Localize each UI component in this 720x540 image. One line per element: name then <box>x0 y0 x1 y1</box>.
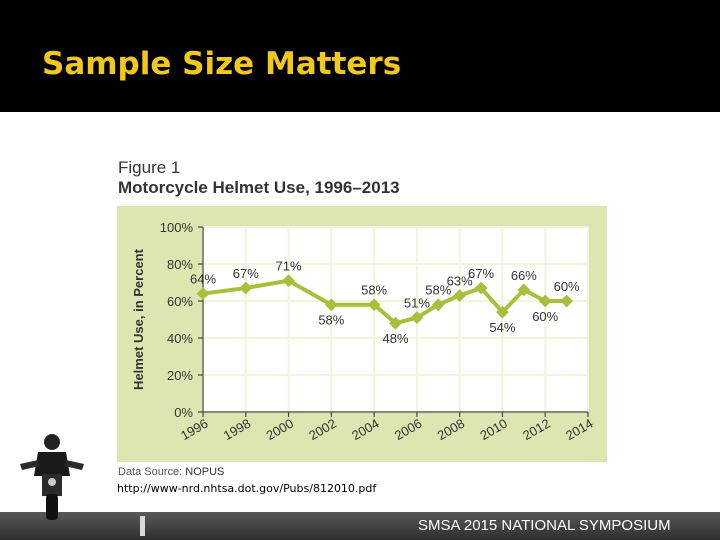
x-tick-label: 2010 <box>477 416 510 443</box>
data-label: 64% <box>190 272 216 287</box>
x-tick-label: 2000 <box>264 416 297 443</box>
data-label: 71% <box>276 259 302 274</box>
y-tick-label: 100% <box>160 220 194 235</box>
data-label: 58% <box>361 283 387 298</box>
data-point <box>560 294 573 308</box>
x-tick-label: 2014 <box>563 416 596 443</box>
data-point <box>496 305 509 319</box>
road-center-line <box>140 516 145 536</box>
data-label: 48% <box>382 331 408 346</box>
data-label: 58% <box>318 313 344 328</box>
y-tick-label: 60% <box>167 294 193 309</box>
road-strip <box>0 512 720 540</box>
data-label: 67% <box>468 266 494 281</box>
footer-text: SMSA 2015 NATIONAL SYMPOSIUM <box>418 517 671 534</box>
y-tick-label: 0% <box>174 405 193 420</box>
data-point <box>410 311 424 325</box>
data-label: 54% <box>489 320 515 335</box>
data-label: 60% <box>554 279 580 294</box>
data-point <box>517 283 531 297</box>
data-label: 66% <box>511 268 537 283</box>
data-label: 58% <box>425 283 451 298</box>
data-label: 67% <box>233 266 259 281</box>
slide-title: Sample Size Matters <box>42 46 402 82</box>
x-tick-label: 2004 <box>349 416 382 443</box>
data-label: 51% <box>404 296 430 311</box>
x-tick-label: 2006 <box>392 416 425 443</box>
data-label: 60% <box>532 309 558 324</box>
source-url[interactable]: http://www-nrd.nhtsa.dot.gov/Pubs/812010… <box>117 482 377 495</box>
x-tick-label: 2008 <box>435 416 468 443</box>
slide-header: Sample Size Matters <box>0 0 720 112</box>
data-source-label: Data Source: <box>118 466 183 478</box>
figure-label: Figure 1 <box>118 158 181 177</box>
x-tick-label: 2012 <box>520 416 553 443</box>
y-tick-label: 80% <box>167 257 193 272</box>
motorcycle-rider-icon <box>20 434 84 520</box>
figure-title: Motorcycle Helmet Use, 1996–2013 <box>118 178 400 197</box>
y-tick-label: 40% <box>167 331 193 346</box>
y-axis-title: Helmet Use, in Percent <box>131 248 146 390</box>
x-tick-label: 2002 <box>306 416 339 443</box>
data-source: Data Source: NOPUS <box>118 466 224 478</box>
data-point <box>196 287 210 300</box>
x-tick-label: 1998 <box>221 416 254 443</box>
series-line <box>202 278 567 326</box>
y-tick-label: 20% <box>167 368 193 383</box>
data-label: 63% <box>447 273 473 288</box>
helmet-use-chart: 0%20%40%60%80%100%1996 1998 2000 2002 2004 20… <box>131 220 596 443</box>
data-source-value: NOPUS <box>185 466 225 478</box>
